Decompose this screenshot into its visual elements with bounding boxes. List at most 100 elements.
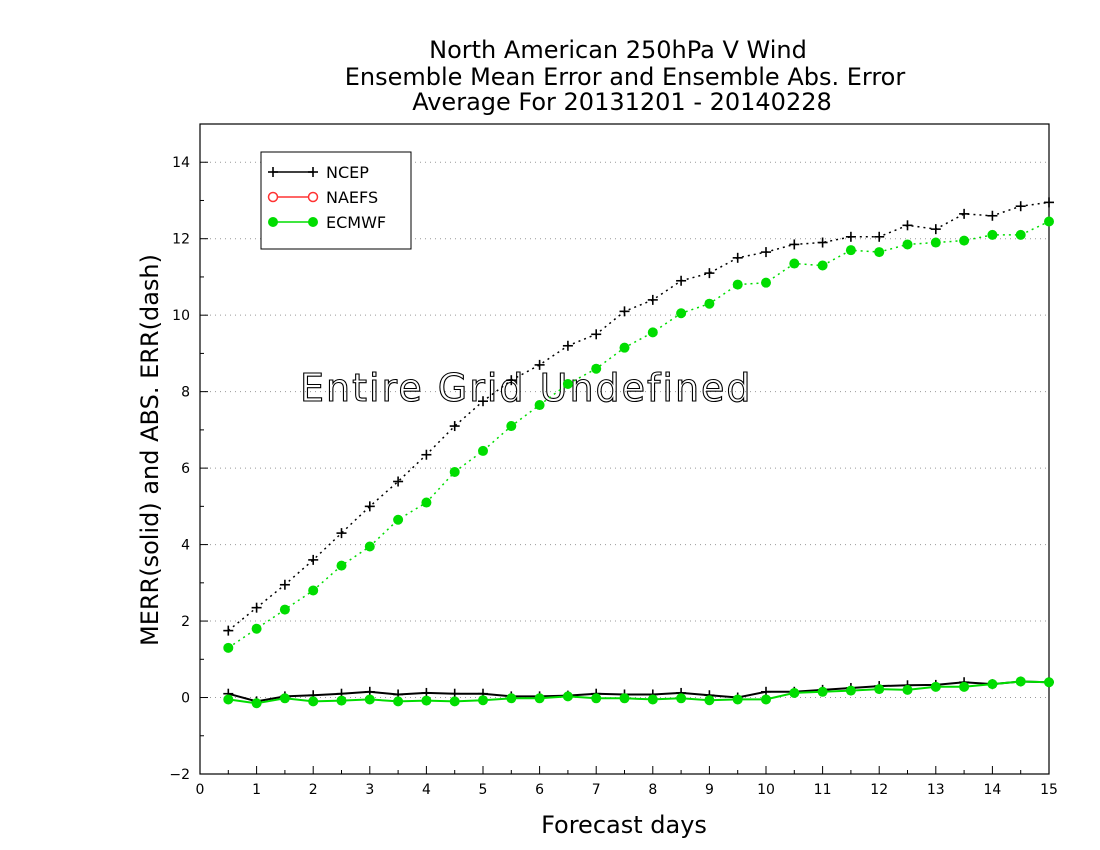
y-axis: −2 0 2 4 6 8 10 12 14: [169, 155, 208, 783]
ecmwf-merr-point: [562, 691, 573, 702]
y-tick-label: 14: [172, 155, 190, 171]
ncep-abs-err-point: [534, 359, 545, 370]
ecmwf-abs-err-point: [449, 466, 460, 477]
ecmwf-abs-err-point: [704, 298, 715, 309]
ncep-abs-err-point: [478, 396, 488, 407]
ncep-abs-err-point: [959, 208, 970, 219]
ecmwf-merr-point: [591, 693, 602, 704]
ecmwf-abs-err-point: [732, 279, 743, 290]
x-tick-label: 4: [422, 782, 431, 798]
ecmwf-abs-err-line: [227, 220, 1050, 649]
ncep-abs-err-point: [591, 329, 602, 340]
ecmwf-abs-err-point: [874, 247, 885, 258]
ecmwf-merr-point: [761, 694, 771, 705]
x-tick-label: 13: [927, 782, 945, 798]
ecmwf-merr-point: [789, 687, 800, 698]
ncep-abs-err-line: [227, 201, 1050, 632]
ecmwf-merr-point: [619, 693, 630, 704]
x-axis-title: Forecast days: [541, 811, 707, 839]
ecmwf-abs-err-point: [562, 379, 573, 389]
ncep-abs-err-point: [987, 210, 998, 221]
ecmwf-abs-err-point: [591, 363, 602, 374]
x-tick-label: 5: [479, 782, 488, 798]
ecmwf-abs-err-point: [534, 400, 545, 411]
ecmwf-merr-point: [421, 695, 432, 706]
x-tick-label: 7: [592, 782, 601, 798]
ncep-abs-err-point: [789, 239, 800, 250]
ecmwf-abs-err-point: [364, 541, 375, 552]
ncep-abs-err-point: [1044, 197, 1054, 208]
ecmwf-merr-point: [959, 681, 970, 692]
x-tick-label: 10: [757, 782, 775, 798]
ecmwf-abs-err-point: [279, 604, 290, 615]
ecmwf-abs-err-point: [647, 327, 658, 338]
ncep-abs-err-point: [421, 449, 432, 460]
ncep-abs-err-point: [874, 231, 885, 242]
ecmwf-merr-point: [223, 694, 234, 705]
ecmwf-merr-point: [930, 681, 941, 692]
x-tick-label: 0: [196, 782, 205, 798]
chart-title: North American 250hPa V Wind Ensemble Me…: [345, 36, 906, 116]
x-tick-label: 3: [365, 782, 374, 798]
ecmwf-abs-err-point: [393, 514, 404, 525]
title-line-2: Ensemble Mean Error and Ensemble Abs. Er…: [345, 63, 906, 91]
ecmwf-abs-err-point: [421, 497, 432, 508]
y-tick-label: 8: [181, 385, 190, 401]
ncep-abs-err-point: [393, 476, 404, 487]
ncep-abs-err-point: [251, 602, 262, 613]
y-tick-label: −2: [169, 767, 190, 783]
ecmwf-abs-err-point: [619, 342, 630, 353]
ncep-abs-err-point: [676, 275, 687, 286]
ecmwf-abs-err-point: [902, 239, 913, 250]
ncep-abs-err-point: [279, 579, 290, 590]
ecmwf-merr-point: [732, 694, 743, 705]
legend-marker: [307, 191, 319, 203]
x-tick-label: 2: [309, 782, 318, 798]
annotation-text: Entire Grid Undefined: [300, 366, 753, 410]
ncep-abs-err-point: [732, 252, 743, 263]
x-tick-label: 6: [535, 782, 544, 798]
x-tick-label: 1: [252, 782, 261, 798]
ecmwf-abs-err-point: [959, 235, 970, 246]
ecmwf-merr-point: [251, 698, 262, 709]
ecmwf-abs-err-point: [478, 445, 488, 456]
legend-box: [260, 151, 412, 250]
ecmwf-abs-err-point: [223, 642, 234, 653]
legend-label: NCEP: [326, 163, 369, 182]
ecmwf-merr-point: [364, 694, 375, 705]
ncep-abs-err-point: [619, 306, 630, 317]
ecmwf-merr-point: [478, 695, 488, 706]
ecmwf-merr-point: [1044, 677, 1054, 688]
ecmwf-merr-point: [987, 679, 998, 690]
ncep-abs-err-point: [647, 294, 658, 305]
ecmwf-merr-point: [506, 693, 517, 704]
ecmwf-abs-err-point: [336, 560, 347, 571]
ncep-abs-err-point: [449, 421, 460, 432]
ecmwf-merr-point: [676, 693, 687, 704]
ecmwf-abs-err-point: [251, 623, 262, 634]
legend-item-ecmwf: ECMWF: [268, 213, 386, 232]
ecmwf-merr-point: [1015, 676, 1026, 687]
y-tick-label: 10: [172, 308, 190, 324]
ecmwf-merr-point: [534, 693, 545, 704]
title-line-1: North American 250hPa V Wind: [429, 36, 807, 64]
ecmwf-merr-point: [308, 696, 319, 707]
ecmwf-merr-point: [279, 693, 290, 704]
title-line-3: Average For 20131201 - 20140228: [412, 88, 832, 116]
ncep-abs-err-point: [506, 375, 517, 386]
ecmwf-merr-point: [647, 694, 658, 705]
legend-marker: [268, 217, 278, 227]
ecmwf-abs-err-point: [1015, 229, 1026, 240]
ncep-abs-err-point: [902, 220, 913, 231]
ecmwf-merr-point: [704, 695, 715, 706]
ecmwf-merr-point: [817, 686, 828, 697]
ncep-abs-err-point: [364, 501, 375, 512]
legend-label: ECMWF: [326, 213, 386, 232]
x-tick-label: 9: [705, 782, 714, 798]
x-tick-label: 12: [870, 782, 888, 798]
ncep-abs-err-point: [817, 237, 828, 248]
legend-marker: [267, 191, 279, 203]
legend-marker: [308, 167, 318, 177]
ecmwf-abs-err-point: [845, 245, 856, 256]
